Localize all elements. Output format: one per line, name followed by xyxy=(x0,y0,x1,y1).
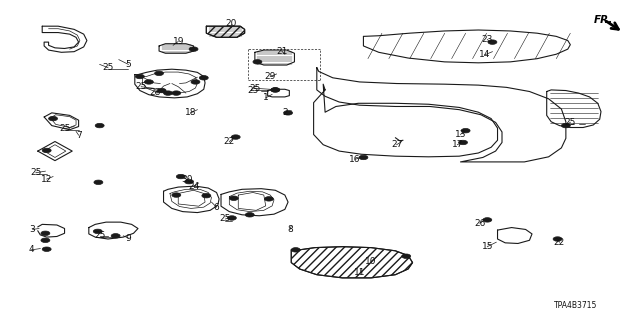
Text: 11: 11 xyxy=(354,268,365,277)
Circle shape xyxy=(227,216,236,220)
Circle shape xyxy=(271,88,280,92)
Circle shape xyxy=(145,80,154,84)
Text: 22: 22 xyxy=(554,238,565,247)
Text: 21: 21 xyxy=(276,46,287,56)
Circle shape xyxy=(164,91,173,95)
Circle shape xyxy=(172,91,180,95)
Circle shape xyxy=(136,74,145,79)
Circle shape xyxy=(41,231,50,236)
Text: 2: 2 xyxy=(282,108,288,117)
Text: 29: 29 xyxy=(264,72,276,81)
Circle shape xyxy=(41,238,50,243)
Circle shape xyxy=(461,128,470,133)
Text: 26: 26 xyxy=(474,219,485,228)
Text: 12: 12 xyxy=(41,175,52,184)
Text: 23: 23 xyxy=(482,35,493,44)
Text: 3: 3 xyxy=(29,225,35,234)
Circle shape xyxy=(95,123,104,128)
Circle shape xyxy=(402,254,411,259)
Circle shape xyxy=(483,218,492,222)
Text: 22: 22 xyxy=(224,137,235,146)
Circle shape xyxy=(271,88,280,92)
Circle shape xyxy=(42,247,51,252)
Circle shape xyxy=(199,76,208,80)
Text: 25: 25 xyxy=(564,118,576,127)
Circle shape xyxy=(172,193,180,197)
Circle shape xyxy=(264,197,273,201)
Circle shape xyxy=(111,234,120,238)
Text: 25: 25 xyxy=(30,168,42,177)
Text: TPA4B3715: TPA4B3715 xyxy=(554,301,597,310)
Circle shape xyxy=(488,40,497,44)
Text: 4: 4 xyxy=(29,245,34,254)
Text: 18: 18 xyxy=(185,108,196,117)
Circle shape xyxy=(184,180,193,184)
Text: 10: 10 xyxy=(365,257,377,266)
Text: 25: 25 xyxy=(220,214,231,223)
Circle shape xyxy=(229,196,238,200)
Circle shape xyxy=(42,148,51,153)
Circle shape xyxy=(245,212,254,217)
Circle shape xyxy=(155,71,164,76)
Text: 1: 1 xyxy=(263,93,269,102)
Text: 30: 30 xyxy=(181,175,193,184)
Text: 25: 25 xyxy=(59,124,70,133)
Text: 6: 6 xyxy=(214,203,220,212)
Circle shape xyxy=(157,88,166,93)
Text: 25: 25 xyxy=(94,231,106,240)
Text: 25: 25 xyxy=(247,86,259,95)
Text: 25: 25 xyxy=(136,82,147,91)
Circle shape xyxy=(49,116,58,121)
Text: 24: 24 xyxy=(188,182,199,191)
Circle shape xyxy=(93,229,102,234)
Text: 25: 25 xyxy=(102,63,114,72)
Text: FR.: FR. xyxy=(593,15,612,25)
Circle shape xyxy=(291,248,300,252)
Circle shape xyxy=(253,60,262,64)
Circle shape xyxy=(189,47,198,51)
Text: 8: 8 xyxy=(287,225,293,234)
Text: 13: 13 xyxy=(455,130,467,139)
Circle shape xyxy=(359,155,368,160)
Text: 16: 16 xyxy=(349,155,361,164)
Circle shape xyxy=(553,237,562,241)
Text: 14: 14 xyxy=(479,50,490,59)
Circle shape xyxy=(231,135,240,139)
Text: 17: 17 xyxy=(452,140,463,149)
Text: 9: 9 xyxy=(125,234,131,243)
Circle shape xyxy=(191,80,200,84)
Circle shape xyxy=(202,194,211,198)
Circle shape xyxy=(284,111,292,115)
Text: 27: 27 xyxy=(391,140,403,149)
Circle shape xyxy=(94,180,103,185)
Circle shape xyxy=(561,123,570,128)
Text: 19: 19 xyxy=(172,37,184,46)
Text: 7: 7 xyxy=(76,131,81,140)
Text: 28: 28 xyxy=(150,88,161,97)
Circle shape xyxy=(176,174,185,179)
Text: 15: 15 xyxy=(481,242,493,251)
Text: 20: 20 xyxy=(225,19,236,28)
Text: 25: 25 xyxy=(249,84,260,93)
Text: 5: 5 xyxy=(125,60,131,69)
Circle shape xyxy=(459,140,467,145)
